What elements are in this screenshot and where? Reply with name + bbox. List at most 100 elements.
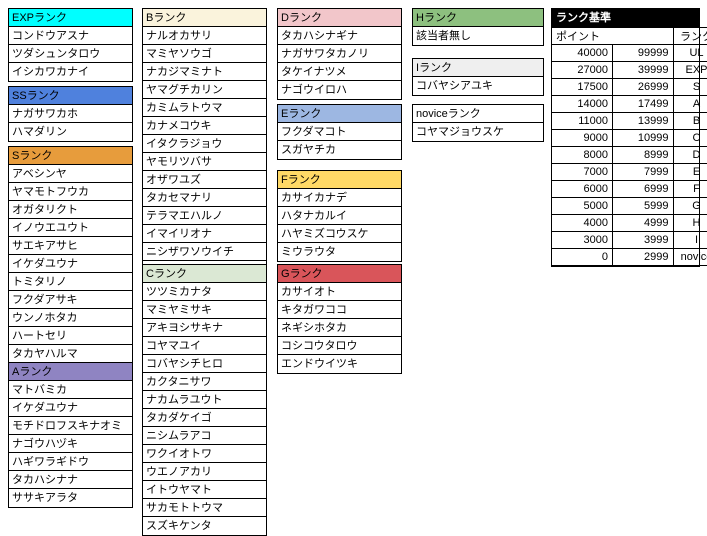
rank-block-f: Fランク カサイカナデ ハタナカルイ ハヤミズコウスケ ミウラウタ	[277, 170, 402, 262]
criteria-rank-label: F	[672, 180, 707, 198]
rank-member-row: カサイオト	[278, 283, 401, 301]
rank-member-row: イケダユウナ	[9, 255, 132, 273]
rank-header-letter-f: F	[281, 174, 288, 186]
rank-member-row: ナガサワタカノリ	[278, 45, 401, 63]
criteria-title: ランク基準	[552, 9, 699, 27]
rank-header-suffix-ss: ランク	[26, 90, 60, 102]
rank-member-row: タカセマナリ	[143, 189, 266, 207]
rank-header-b: Bランク	[143, 9, 266, 27]
rank-member-row: ナゴウハヅキ	[9, 435, 132, 453]
rank-member-row: カサイカナデ	[278, 189, 401, 207]
rank-member-row: タケイナツメ	[278, 63, 401, 81]
criteria-rank-label: A	[672, 95, 707, 113]
rank-member-row: ニシザワソウイチ	[143, 243, 266, 261]
criteria-row: 11000 13999 B	[552, 112, 707, 130]
rank-member-row: ウンノホタカ	[9, 309, 132, 327]
rank-member-row: ウエノアカリ	[143, 463, 266, 481]
rank-header-suffix-a: ランク	[19, 366, 53, 378]
criteria-point-max: 99999	[612, 44, 674, 62]
criteria-col-rank: ランク	[672, 27, 707, 45]
rank-member-row: ハヤミズコウスケ	[278, 225, 401, 243]
rank-header-letter-ss: SS	[12, 90, 27, 102]
rank-header-letter-g: G	[281, 268, 290, 280]
rank-member-row: カミムラトウマ	[143, 99, 266, 117]
rank-member-row: テラマエハルノ	[143, 207, 266, 225]
rank-member-row: ニシムラアコ	[143, 427, 266, 445]
rank-member-row: ハタナカルイ	[278, 207, 401, 225]
rank-block-ss: SSランク ナガサワカホ ハマダリン	[8, 86, 133, 142]
rank-header-d: Dランク	[278, 9, 401, 27]
rank-block-s: Sランク アベシンヤ ヤマモトフウカ オガタリクト イノウエユウト サエキアサヒ イケダユウ…	[8, 146, 133, 364]
rank-member-row: ヤモリツバサ	[143, 153, 266, 171]
criteria-row: 27000 39999 EXP	[552, 61, 707, 79]
rank-member-row: イマイリオナ	[143, 225, 266, 243]
rank-header-ss: SSランク	[9, 87, 132, 105]
criteria-col-points: ポイント	[552, 27, 674, 45]
criteria-point-max: 13999	[612, 112, 674, 130]
rank-member-row: ナカジマミナト	[143, 63, 266, 81]
criteria-rank-label: C	[672, 129, 707, 147]
criteria-header-row: ポイント ランク	[552, 27, 707, 45]
rank-member-row: ナガサワカホ	[9, 105, 132, 123]
criteria-row: 8000 8999 D	[552, 146, 707, 164]
criteria-point-min: 40000	[552, 44, 613, 62]
rank-criteria-table: ランク基準 ポイント ランク 4000099999UL2700039999EXP…	[551, 8, 707, 267]
rank-header-c: Cランク	[143, 265, 266, 283]
rank-member-row: ハートセリ	[9, 327, 132, 345]
rank-member-row: キタガワココ	[278, 301, 401, 319]
rank-member-row: アキヨシサキナ	[143, 319, 266, 337]
criteria-point-max: 2999	[612, 248, 674, 266]
rank-member-row: トミタリノ	[9, 273, 132, 291]
rank-member-row: タカヤハルマ	[9, 345, 132, 363]
rank-member-row: ツダシュンタロウ	[9, 45, 132, 63]
rank-member-row: フクダアサキ	[9, 291, 132, 309]
rank-header-e: Eランク	[278, 105, 401, 123]
rank-member-row: ナルオカサリ	[143, 27, 266, 45]
rank-member-row: オザワユズ	[143, 171, 266, 189]
rank-member-row: イケダユウナ	[9, 399, 132, 417]
criteria-point-max: 26999	[612, 78, 674, 96]
rank-member-row: ササキアラタ	[9, 489, 132, 507]
rank-member-row: コヤマユイ	[143, 337, 266, 355]
rank-header-suffix-d: ランク	[288, 12, 322, 24]
criteria-rank-label: H	[672, 214, 707, 232]
rank-sheet: EXPランク コンドウアスナ ツダシュンタロウ イシカワカナイ SSランク ナガサワカホハ…	[8, 8, 707, 536]
rank-member-row: タカダケイゴ	[143, 409, 266, 427]
rank-header-suffix-b: ランク	[153, 12, 187, 24]
rank-member-row: エンドウイツキ	[278, 355, 401, 373]
criteria-point-min: 5000	[552, 197, 613, 215]
rank-header-suffix-g: ランク	[289, 268, 323, 280]
rank-header-letter-i: I	[416, 62, 420, 74]
rank-member-row: カクタニサワ	[143, 373, 266, 391]
rank-member-row: イトウヤマト	[143, 481, 266, 499]
criteria-point-min: 17500	[552, 78, 613, 96]
rank-header-suffix-f: ランク	[287, 174, 321, 186]
criteria-row: 14000 17499 A	[552, 95, 707, 113]
rank-member-row: 該当者無し	[413, 27, 543, 45]
rank-member-row: コンドウアスナ	[9, 27, 132, 45]
criteria-rank-label: I	[672, 231, 707, 249]
rank-member-row: ハマダリン	[9, 123, 132, 141]
rank-member-row: マミヤソウゴ	[143, 45, 266, 63]
rank-block-a: Aランク マトバミカ イケダユウナ モチドロフスキナオミ ナゴウハヅキ ハギワラギドウ タカ…	[8, 362, 133, 508]
criteria-row: 17500 26999 S	[552, 78, 707, 96]
rank-member-row: スズキケンタ	[143, 517, 266, 535]
criteria-row: 02999novice	[552, 248, 707, 266]
criteria-point-max: 10999	[612, 129, 674, 147]
rank-member-row: オガタリクト	[9, 201, 132, 219]
criteria-row: 6000 6999 F	[552, 180, 707, 198]
criteria-rank-label: UL	[672, 44, 707, 62]
rank-block-h: Hランク 該当者無し	[412, 8, 544, 46]
rank-member-row: タカハシナナ	[9, 471, 132, 489]
criteria-point-max: 3999	[612, 231, 674, 249]
rank-member-row: イタクラジョウ	[143, 135, 266, 153]
rank-block-g: Gランク カサイオト キタガワココ ネギシホタカ コシコウタロウ エンドウイツキ	[277, 264, 402, 374]
criteria-point-max: 5999	[612, 197, 674, 215]
criteria-point-min: 14000	[552, 95, 613, 113]
rank-header-letter-s: S	[12, 150, 20, 162]
rank-member-row: コバヤシチヒロ	[143, 355, 266, 373]
criteria-point-min: 27000	[552, 61, 613, 79]
rank-member-row: ハギワラギドウ	[9, 453, 132, 471]
rank-member-row: モチドロフスキナオミ	[9, 417, 132, 435]
rank-header-letter-c: C	[146, 268, 154, 280]
